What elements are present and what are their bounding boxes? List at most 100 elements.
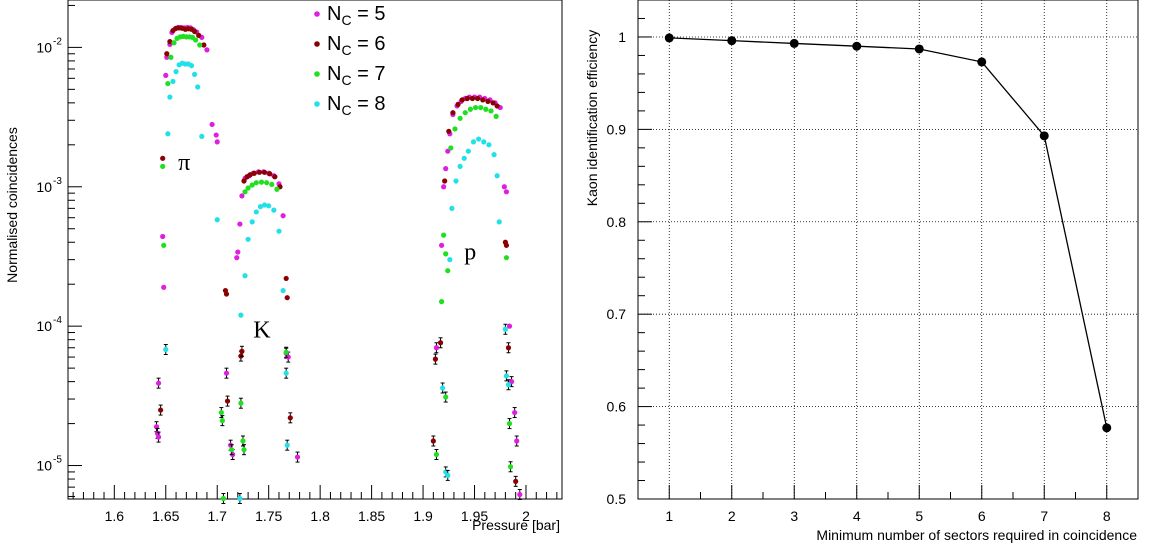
left-x-tick-labels: 1.6 1.65 1.7 1.75 1.8 1.85 1.9 1.95 2 [105,508,531,524]
peak-annotation: K [253,317,271,343]
left-scatter-points [153,24,523,505]
data-point [507,464,514,470]
data-point [443,394,449,400]
y-tick-label: 0.8 [607,214,627,230]
data-point [165,131,171,137]
series-line [669,37,1108,428]
data-point [486,142,492,148]
data-point [155,380,162,386]
data-point [485,98,491,104]
data-point [285,354,291,360]
x-tick-label: 2 [728,508,736,524]
data-point [478,104,484,111]
data-point [514,438,520,444]
data-point [220,495,227,502]
data-point [490,100,496,106]
x-tick-label: 1.7 [207,508,227,524]
legend-marker [314,101,320,107]
data-point [438,242,445,248]
data-point [467,106,474,112]
data-point [223,291,230,297]
data-point [155,434,162,440]
data-point [167,94,173,100]
data-point [494,103,500,109]
data-point [284,295,290,301]
data-point [242,189,248,195]
data-point [160,233,166,240]
data-point [191,71,198,78]
data-point [494,173,500,179]
data-point [283,275,289,282]
data-point [165,80,171,87]
data-point [170,78,176,85]
data-point [469,95,476,102]
data-point [249,182,255,188]
data-point [284,442,290,448]
data-point [158,407,164,413]
right-series [664,33,1112,433]
data-point [269,181,275,188]
data-point [241,178,247,184]
data-point [256,169,263,175]
data-point [512,409,518,416]
y-tick-exponent: -3 [53,176,62,187]
data-point [238,312,244,318]
data-point [441,184,447,190]
y-tick-label: 10 [36,318,52,334]
x-tick-label: 1.65 [152,508,179,524]
data-point [214,139,220,145]
left-axis-ticks [68,4,558,499]
legend-marker [314,71,320,77]
data-point [488,108,494,114]
data-point [977,57,987,67]
data-point [164,51,170,57]
data-point [450,110,456,116]
data-point [464,95,470,102]
x-tick-label: 1.95 [461,508,488,524]
y-tick-label: 0.7 [607,306,627,322]
data-point [503,189,510,195]
data-point [496,219,502,225]
data-point [163,346,169,353]
legend-label: NC = 5 [327,3,386,28]
data-point [224,398,231,404]
data-point [433,451,440,458]
x-tick-label: 6 [978,508,986,524]
data-point [481,139,487,145]
data-point [264,180,270,186]
legend-label: NC = 7 [327,63,386,88]
data-point [449,205,455,211]
data-point [257,204,264,210]
data-point [517,491,523,498]
data-point [505,345,512,351]
data-point [196,32,202,38]
data-point [437,340,444,346]
data-point [245,236,251,242]
data-point [161,242,167,248]
data-point [195,84,201,90]
data-point [472,104,479,111]
data-point [914,44,924,54]
data-point [204,47,210,53]
data-point [261,202,268,208]
data-point [272,174,278,180]
x-tick-label: 5 [915,508,923,524]
legend-label: NC = 8 [327,93,386,118]
right-plot-frame [637,0,1139,500]
data-point [446,128,452,134]
data-point [280,213,286,219]
peak-annotation: p [464,239,476,265]
right-y-tick-labels: 0.5 0.6 0.7 0.8 0.9 1 [607,29,627,507]
data-point [223,370,230,376]
data-point [664,33,674,43]
y-tick-label: 0.5 [607,491,627,507]
legend-label: NC = 6 [327,33,386,58]
y-tick-exponent: -2 [53,36,62,47]
data-point [283,370,289,376]
data-point [483,106,489,112]
data-point [258,179,265,185]
x-tick-label: 1.9 [413,508,433,524]
y-tick-label: 0.6 [607,399,627,415]
data-point [199,133,205,139]
data-point [493,113,499,119]
